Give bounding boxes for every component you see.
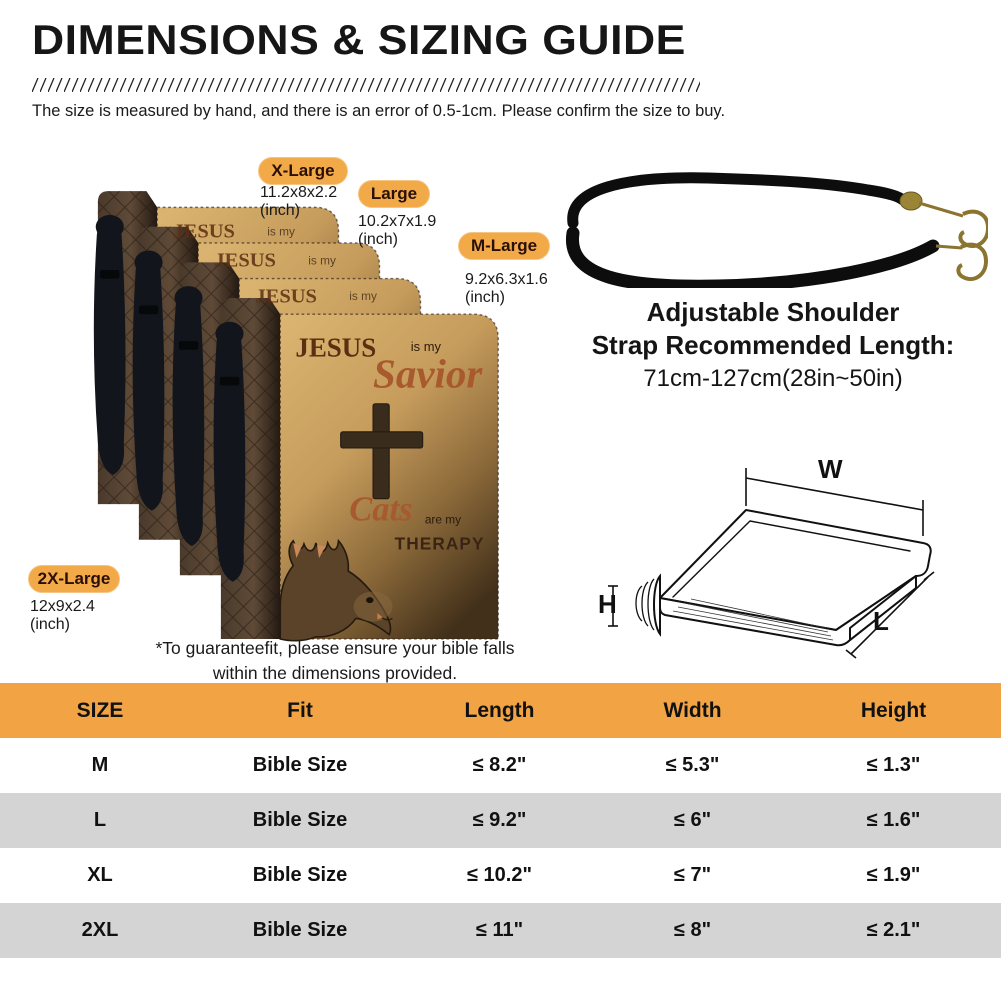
svg-text:H: H [598, 589, 617, 619]
svg-text:are my: are my [425, 513, 461, 527]
svg-text:THERAPY: THERAPY [395, 533, 485, 553]
svg-text:JESUS: JESUS [214, 250, 276, 272]
svg-text:L: L [873, 606, 889, 636]
svg-text:is my: is my [267, 224, 295, 238]
svg-text:JESUS: JESUS [255, 285, 317, 307]
svg-text:JESUS: JESUS [295, 332, 376, 362]
svg-text:Cats: Cats [349, 490, 412, 528]
svg-text:JESUS: JESUS [173, 221, 235, 243]
svg-text:Savior: Savior [373, 351, 483, 397]
svg-text:is my: is my [308, 254, 336, 268]
svg-text:is my: is my [349, 289, 377, 303]
svg-text:W: W [818, 454, 843, 484]
